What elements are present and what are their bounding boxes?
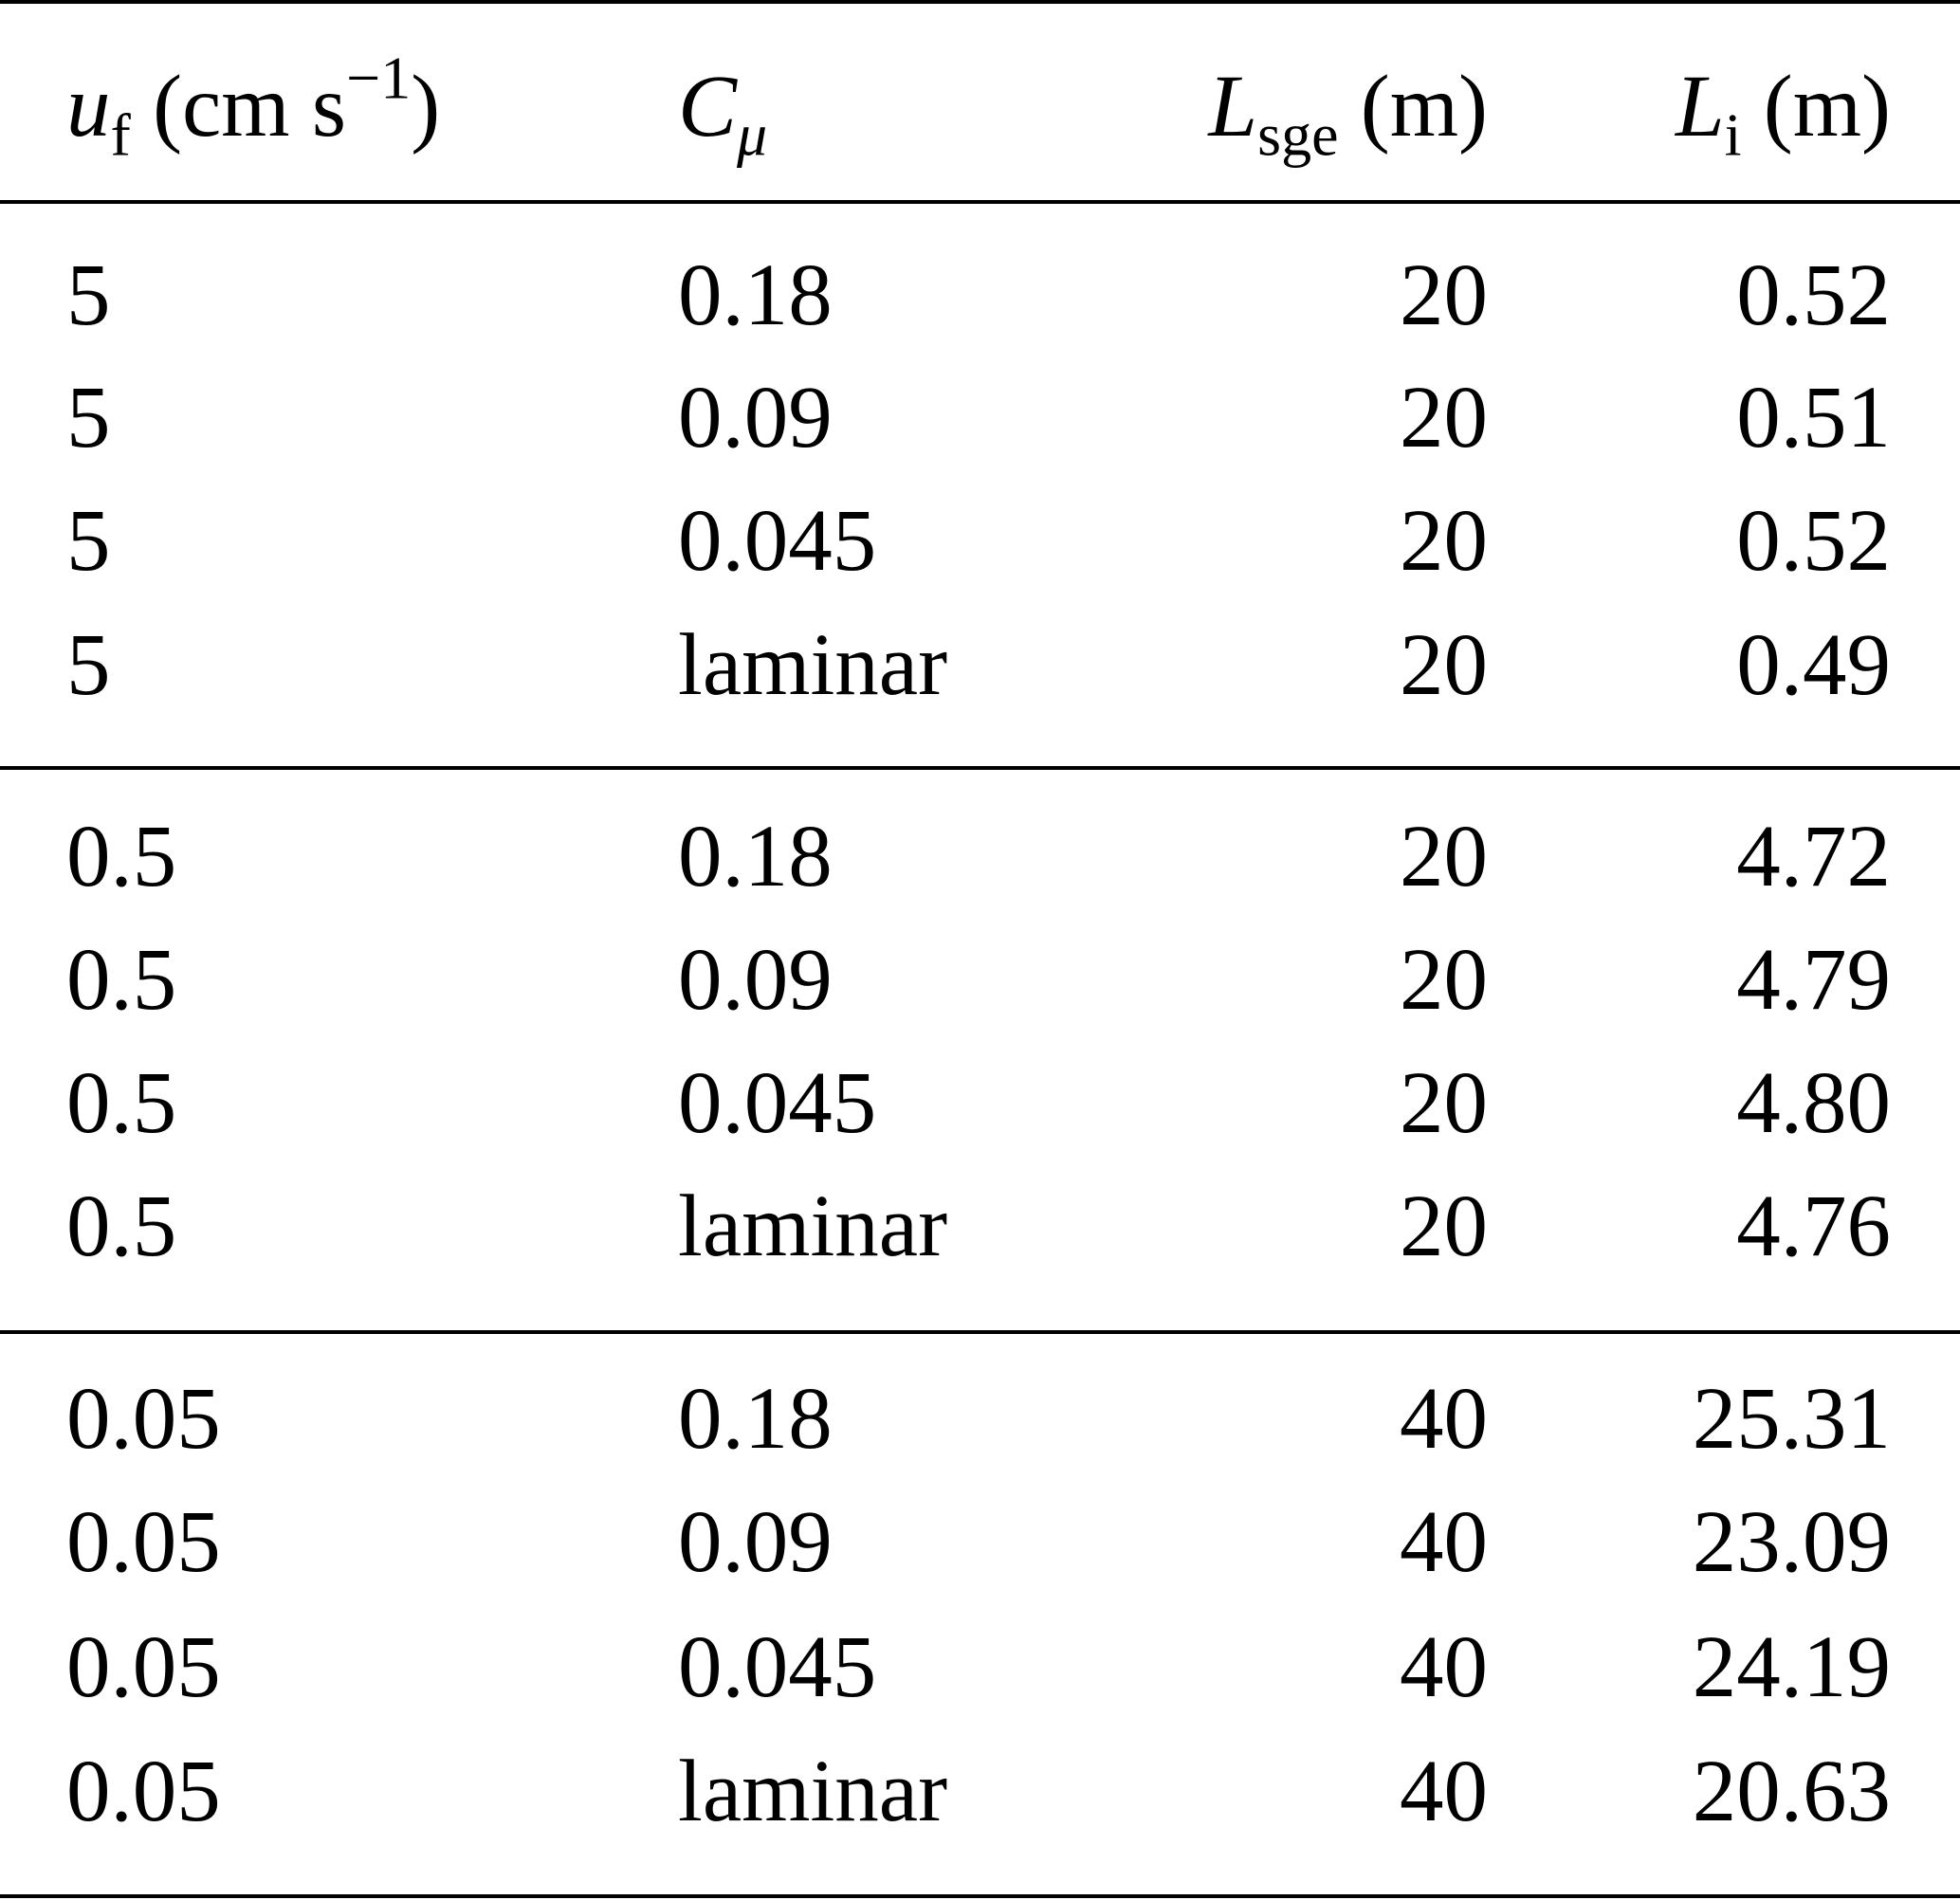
cell-li: 0.52 (1736, 492, 1891, 590)
cell-cmu: 0.18 (678, 247, 833, 344)
cell-uf: 5 (66, 616, 111, 714)
cell-li: 0.51 (1736, 369, 1891, 466)
cell-li: 0.52 (1736, 247, 1891, 344)
group-separator-rule (0, 1330, 1960, 1334)
cell-lsge: 20 (1400, 931, 1488, 1029)
cell-uf: 5 (66, 369, 111, 466)
cell-li: 20.63 (1692, 1743, 1891, 1840)
cell-li: 23.09 (1692, 1493, 1891, 1591)
cell-lsge: 40 (1400, 1493, 1488, 1591)
cell-lsge: 20 (1400, 616, 1488, 714)
cell-uf: 0.5 (66, 931, 177, 1029)
cell-cmu: 0.045 (678, 492, 877, 590)
cell-cmu: laminar (678, 616, 948, 714)
cell-uf: 0.05 (66, 1743, 221, 1840)
cell-uf: 0.5 (66, 1054, 177, 1152)
cell-lsge: 20 (1400, 492, 1488, 590)
header-rule (0, 200, 1960, 204)
cell-uf: 5 (66, 492, 111, 590)
cell-uf: 0.5 (66, 808, 177, 905)
cell-cmu: laminar (678, 1743, 948, 1840)
cell-li: 4.80 (1736, 1054, 1891, 1152)
group-separator-rule (0, 766, 1960, 770)
cell-li: 4.79 (1736, 931, 1891, 1029)
header-uf: uf (cm s−1) (66, 44, 441, 169)
cell-li: 4.76 (1736, 1178, 1891, 1275)
cell-uf: 0.05 (66, 1370, 221, 1468)
cell-cmu: laminar (678, 1178, 948, 1275)
cell-lsge: 40 (1400, 1370, 1488, 1468)
cell-uf: 0.5 (66, 1178, 177, 1275)
cell-li: 24.19 (1692, 1618, 1891, 1716)
cell-cmu: 0.045 (678, 1054, 877, 1152)
cell-li: 4.72 (1736, 808, 1891, 905)
cell-uf: 0.05 (66, 1493, 221, 1591)
cell-cmu: 0.045 (678, 1618, 877, 1716)
cell-lsge: 20 (1400, 808, 1488, 905)
cell-cmu: 0.09 (678, 1493, 833, 1591)
cell-lsge: 20 (1400, 1178, 1488, 1275)
header-cmu: Cμ (678, 58, 768, 169)
cell-lsge: 20 (1400, 369, 1488, 466)
cell-cmu: 0.18 (678, 1370, 833, 1468)
cell-lsge: 20 (1400, 1054, 1488, 1152)
cell-cmu: 0.18 (678, 808, 833, 905)
cell-cmu: 0.09 (678, 369, 833, 466)
header-lsge: Lsge (m) (1208, 58, 1488, 169)
header-li: Li (m) (1675, 58, 1891, 169)
table-bottom-rule (0, 1894, 1960, 1898)
cell-lsge: 40 (1400, 1743, 1488, 1840)
cell-li: 0.49 (1736, 616, 1891, 714)
cell-lsge: 40 (1400, 1618, 1488, 1716)
cell-uf: 5 (66, 247, 111, 344)
table-top-rule (0, 0, 1960, 4)
cell-uf: 0.05 (66, 1618, 221, 1716)
cell-cmu: 0.09 (678, 931, 833, 1029)
cell-li: 25.31 (1692, 1370, 1891, 1468)
cell-lsge: 20 (1400, 247, 1488, 344)
